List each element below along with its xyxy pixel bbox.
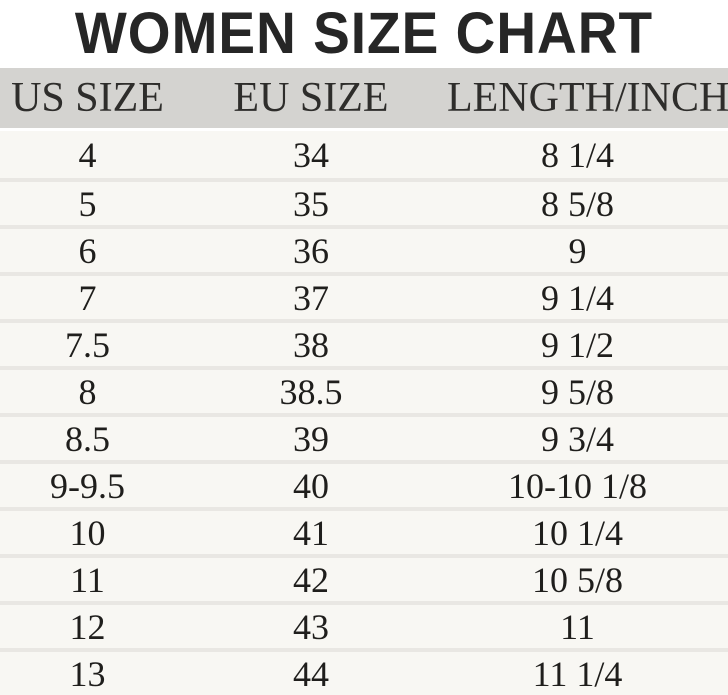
eu-size-cell: 34 [293,134,329,175]
table-header: US SIZE EU SIZE LENGTH/INCH [0,68,728,128]
length-cell: 9 [568,230,587,271]
column-header-eu-size: EU SIZE [233,75,389,122]
column-header-length-inch: LENGTH/INCH [447,75,728,122]
length-cell: 8 5/8 [540,183,614,224]
table-row: 9-9.5 40 10-10 1/8 [0,460,728,507]
length-cell: 11 1/4 [532,653,623,694]
table-row: 7.5 38 9 1/2 [0,319,728,366]
us-size-cell: 7 [78,277,97,318]
table-row: 8 38.5 9 5/8 [0,366,728,413]
length-cell: 10-10 1/8 [508,465,647,506]
eu-size-cell: 43 [293,606,329,647]
table-row: 6 36 9 [0,225,728,272]
table-row: 7 37 9 1/4 [0,272,728,319]
eu-size-cell: 38.5 [279,371,343,412]
us-size-cell: 11 [70,559,105,600]
eu-size-cell: 40 [293,465,329,506]
length-cell: 9 1/4 [540,277,614,318]
length-cell: 10 5/8 [531,559,623,600]
length-cell: 9 1/2 [540,324,614,365]
column-header-us-size: US SIZE [11,75,164,122]
us-size-cell: 5 [78,183,97,224]
eu-size-cell: 44 [293,653,329,694]
us-size-cell: 10 [69,512,106,553]
eu-size-cell: 37 [293,277,329,318]
eu-size-cell: 38 [293,324,329,365]
table-row: 5 35 8 5/8 [0,178,728,225]
table-row: 11 42 10 5/8 [0,554,728,601]
us-size-cell: 9-9.5 [50,465,125,506]
table-row: 10 41 10 1/4 [0,507,728,554]
table-row: 8.5 39 9 3/4 [0,413,728,460]
us-size-cell: 12 [69,606,106,647]
table-row: 12 43 11 [0,601,728,648]
table-body: 4 34 8 1/4 5 35 8 5/8 6 36 9 7 37 9 1/4 7.5 38 9 1/2 8 3… [0,128,728,695]
eu-size-cell: 42 [293,559,329,600]
table-row: 4 34 8 1/4 [0,131,728,178]
table-row: 13 44 11 1/4 [0,648,728,695]
eu-size-cell: 35 [293,183,329,224]
us-size-cell: 8 [78,371,97,412]
page-title: WOMEN SIZE CHART [74,0,654,66]
us-size-cell: 7.5 [65,324,110,365]
us-size-cell: 6 [78,230,97,271]
us-size-cell: 13 [69,653,106,694]
length-cell: 11 [560,606,595,647]
length-cell: 10 1/4 [531,512,623,553]
length-cell: 9 3/4 [540,418,614,459]
eu-size-cell: 39 [293,418,329,459]
length-cell: 8 1/4 [540,134,614,175]
us-size-cell: 8.5 [65,418,110,459]
length-cell: 9 5/8 [540,371,614,412]
eu-size-cell: 41 [293,512,329,553]
eu-size-cell: 36 [293,230,329,271]
us-size-cell: 4 [78,134,97,175]
